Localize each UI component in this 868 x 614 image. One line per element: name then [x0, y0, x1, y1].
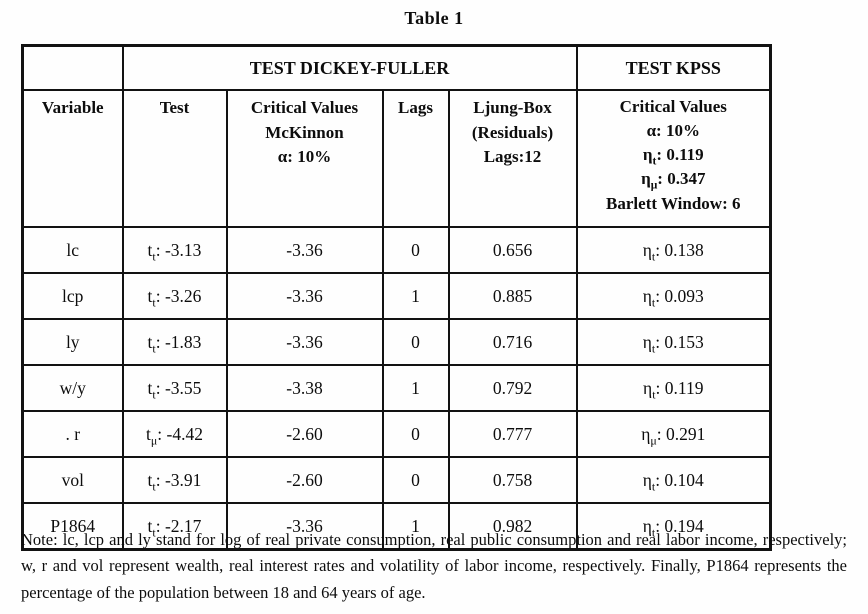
col-header-ljung-box: Ljung-Box (Residuals) Lags:12 — [447, 89, 578, 228]
cell-variable: P1864 — [21, 502, 124, 551]
cell-kpss-stat: ηt: 0.194 — [575, 502, 772, 551]
cell-test-stat: tt: -1.83 — [121, 318, 228, 366]
empty-header-cell — [21, 44, 124, 91]
cell-variable: lc — [21, 226, 124, 274]
cell-critical-value: -2.60 — [225, 410, 384, 458]
cell-test-stat: tt: -3.13 — [121, 226, 228, 274]
table-row: ly tt: -1.83 -3.36 0 0.716 ηt: 0.153 — [21, 318, 772, 366]
col-header-test: Test — [121, 89, 228, 228]
col-header-lags: Lags — [381, 89, 450, 228]
cell-variable: vol — [21, 456, 124, 504]
cell-variable: ly — [21, 318, 124, 366]
cell-ljung-box: 0.656 — [447, 226, 578, 274]
table-title: Table 1 — [404, 8, 464, 28]
table-row: w/y tt: -3.55 -3.38 1 0.792 ηt: 0.119 — [21, 364, 772, 412]
table-row: lc tt: -3.13 -3.36 0 0.656 ηt: 0.138 — [21, 226, 772, 274]
cell-ljung-box: 0.716 — [447, 318, 578, 366]
cell-ljung-box: 0.758 — [447, 456, 578, 504]
cell-test-stat: tt: -2.17 — [121, 502, 228, 551]
table-row: vol tt: -3.91 -2.60 0 0.758 ηt: 0.104 — [21, 456, 772, 504]
cell-critical-value: -3.36 — [225, 318, 384, 366]
group-header-kpss: TEST KPSS — [575, 44, 772, 91]
table-row: . r tμ: -4.42 -2.60 0 0.777 ημ: 0.291 — [21, 410, 772, 458]
col-header-variable: Variable — [21, 89, 124, 228]
cell-lags: 1 — [381, 272, 450, 320]
cell-critical-value: -3.36 — [225, 502, 384, 551]
cell-test-stat: tt: -3.26 — [121, 272, 228, 320]
cell-critical-value: -3.36 — [225, 272, 384, 320]
cell-lags: 1 — [381, 502, 450, 551]
group-header-dickey-fuller: TEST DICKEY-FULLER — [121, 44, 578, 91]
cell-lags: 0 — [381, 410, 450, 458]
cell-critical-value: -2.60 — [225, 456, 384, 504]
cell-lags: 0 — [381, 456, 450, 504]
cell-kpss-stat: ηt: 0.104 — [575, 456, 772, 504]
group-header-row: TEST DICKEY-FULLER TEST KPSS — [21, 44, 772, 91]
cell-ljung-box: 0.792 — [447, 364, 578, 412]
cell-kpss-stat: ηt: 0.138 — [575, 226, 772, 274]
cell-variable: . r — [21, 410, 124, 458]
cell-kpss-stat: ημ: 0.291 — [575, 410, 772, 458]
cell-lags: 0 — [381, 318, 450, 366]
cell-variable: w/y — [21, 364, 124, 412]
cell-test-stat: tt: -3.91 — [121, 456, 228, 504]
cell-ljung-box: 0.982 — [447, 502, 578, 551]
cell-critical-value: -3.36 — [225, 226, 384, 274]
col-header-kpss-critical-values: Critical Values α: 10% ηt: 0.119 ημ: 0.3… — [575, 89, 772, 228]
cell-ljung-box: 0.885 — [447, 272, 578, 320]
table-row: lcp tt: -3.26 -3.36 1 0.885 ηt: 0.093 — [21, 272, 772, 320]
cell-kpss-stat: ηt: 0.153 — [575, 318, 772, 366]
cell-variable: lcp — [21, 272, 124, 320]
cell-kpss-stat: ηt: 0.093 — [575, 272, 772, 320]
column-header-row: Variable Test Critical Values McKinnon α… — [21, 89, 772, 228]
table-row: P1864 tt: -2.17 -3.36 1 0.982 ηt: 0.194 — [21, 502, 772, 551]
cell-test-stat: tμ: -4.42 — [121, 410, 228, 458]
col-header-critical-values: Critical Values McKinnon α: 10% — [225, 89, 384, 228]
cell-test-stat: tt: -3.55 — [121, 364, 228, 412]
cell-critical-value: -3.38 — [225, 364, 384, 412]
cell-kpss-stat: ηt: 0.119 — [575, 364, 772, 412]
cell-lags: 0 — [381, 226, 450, 274]
results-table: TEST DICKEY-FULLER TEST KPSS Variable Te… — [21, 44, 773, 551]
cell-ljung-box: 0.777 — [447, 410, 578, 458]
cell-lags: 1 — [381, 364, 450, 412]
table-note: Note: lc, lcp and ly stand for log of re… — [21, 530, 847, 602]
